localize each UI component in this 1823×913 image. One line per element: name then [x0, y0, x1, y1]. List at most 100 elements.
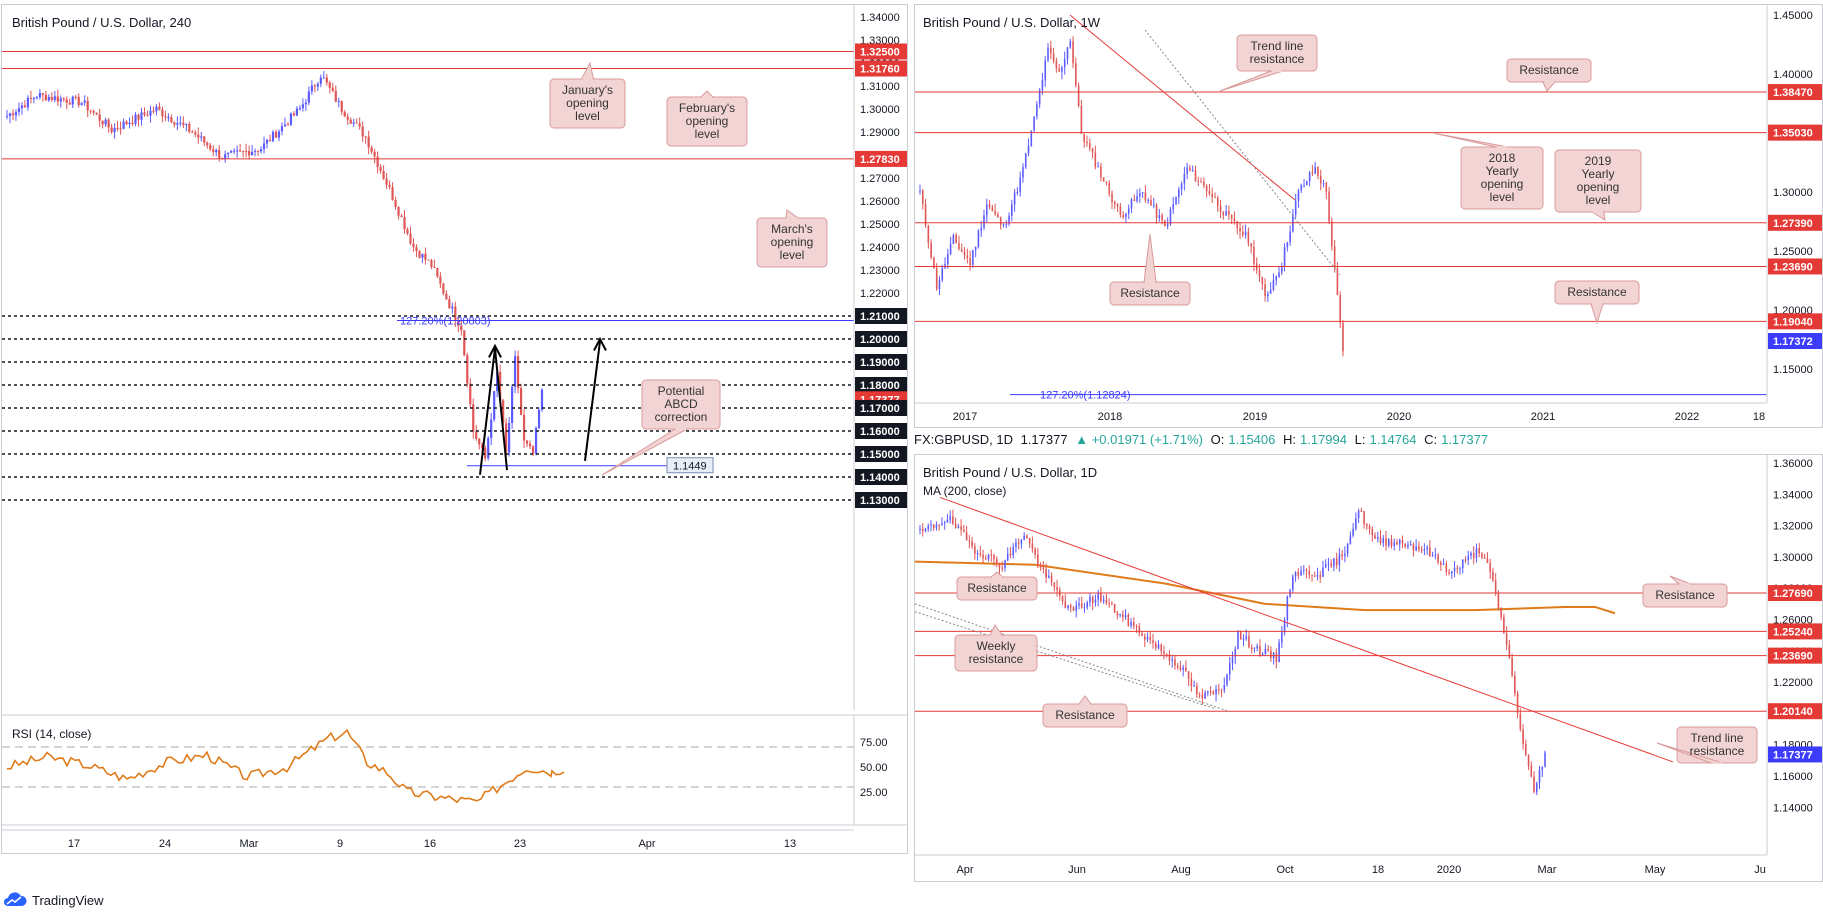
price-tag — [1768, 313, 1822, 330]
candle — [412, 243, 415, 248]
candle — [1080, 603, 1083, 608]
candle — [1198, 694, 1201, 696]
candle — [1200, 181, 1202, 183]
chart-daily-svg[interactable]: ResistanceWeeklyresistanceResistanceResi… — [915, 455, 1823, 882]
candle — [960, 248, 963, 252]
price-axis-tick: 1.22000 — [860, 288, 900, 300]
price-tag — [855, 354, 907, 370]
candle — [274, 131, 278, 138]
candle — [1270, 650, 1272, 659]
candle — [68, 102, 71, 105]
candle — [935, 268, 938, 290]
candle — [445, 293, 448, 300]
candle — [1244, 231, 1247, 236]
tradingview-logo[interactable]: TradingView — [2, 890, 104, 910]
candle — [1341, 554, 1343, 557]
price-tag-label: 1.17377 — [1773, 749, 1813, 761]
candle — [29, 97, 33, 99]
candle — [421, 253, 424, 258]
chart-title-4h: British Pound / U.S. Dollar, 240 — [12, 15, 191, 30]
candle — [164, 116, 167, 118]
candle — [131, 122, 134, 124]
price-tag — [855, 150, 907, 167]
candle — [1135, 626, 1138, 628]
candle — [409, 233, 412, 244]
time-axis-tick: 2020 — [1387, 411, 1411, 423]
candle — [1264, 648, 1267, 654]
candle — [1294, 201, 1297, 215]
candle — [1111, 193, 1113, 202]
candle — [1426, 547, 1428, 550]
callout-february-text: opening — [686, 114, 729, 128]
candle — [170, 117, 173, 123]
callout-trend-resistance-text: Trend line — [1251, 39, 1304, 53]
price-tag — [855, 60, 907, 77]
candle — [1535, 783, 1538, 793]
time-axis-tick: 9 — [337, 838, 343, 850]
candle — [1056, 587, 1058, 591]
candle — [1363, 511, 1365, 525]
candle — [460, 325, 463, 331]
candle — [439, 276, 442, 284]
open-value: 1.15406 — [1228, 432, 1276, 447]
candle — [182, 122, 185, 125]
candle — [376, 156, 379, 168]
candle — [1133, 622, 1135, 627]
candle — [1182, 667, 1184, 670]
candle — [1163, 651, 1165, 654]
candle — [77, 96, 80, 106]
candle — [537, 409, 541, 429]
candle — [1281, 632, 1283, 643]
candle — [1058, 68, 1060, 72]
candle — [167, 117, 170, 119]
candle — [1322, 567, 1324, 577]
candle — [74, 96, 77, 98]
chart-4h-svg[interactable]: 127.20%(1.20803)1.1449 January'sopeningl… — [2, 5, 908, 854]
candle — [1009, 553, 1012, 556]
candle — [1094, 599, 1097, 603]
candle — [969, 258, 971, 266]
candle — [1024, 153, 1027, 168]
candle — [1049, 47, 1052, 54]
candle — [158, 106, 161, 110]
price-tag — [855, 308, 907, 324]
candle — [215, 150, 218, 153]
candle — [239, 150, 242, 152]
price-tag — [855, 423, 907, 439]
candle — [283, 124, 287, 127]
candle — [1037, 554, 1039, 565]
candle — [1336, 268, 1339, 296]
candle — [233, 150, 236, 152]
chart-panel-4h[interactable]: 127.20%(1.20803) 1.1449 January's opening l… — [1, 4, 908, 854]
candle — [919, 529, 921, 531]
candle — [998, 562, 1001, 568]
price-tag — [1768, 214, 1822, 231]
candle — [1297, 572, 1300, 576]
chart-panel-daily[interactable]: Resistance Weekly resistance Resistance Resi… — [914, 454, 1823, 882]
candle — [490, 419, 493, 439]
candle — [113, 127, 116, 133]
price-tag — [855, 400, 907, 416]
candle — [1407, 544, 1409, 547]
candle — [1228, 662, 1231, 675]
chart-panel-weekly[interactable]: 127.20%(1.12824) Trend line resistance Res… — [914, 4, 1823, 428]
candle — [1122, 614, 1124, 618]
candle — [1519, 713, 1522, 730]
candle — [212, 149, 215, 153]
candle — [1418, 546, 1420, 550]
candle — [230, 150, 233, 153]
candle — [265, 139, 269, 144]
candle — [990, 554, 993, 556]
callout-resistance-bottom-text: Resistance — [1055, 708, 1115, 722]
candle — [1223, 684, 1226, 691]
candle — [242, 150, 245, 152]
candle — [1215, 689, 1217, 695]
callout-abcd-text: Potential — [658, 384, 705, 398]
candle — [991, 207, 994, 211]
candle — [1204, 692, 1206, 699]
candle — [1125, 213, 1127, 218]
candle — [505, 423, 508, 453]
candle — [1236, 221, 1239, 229]
